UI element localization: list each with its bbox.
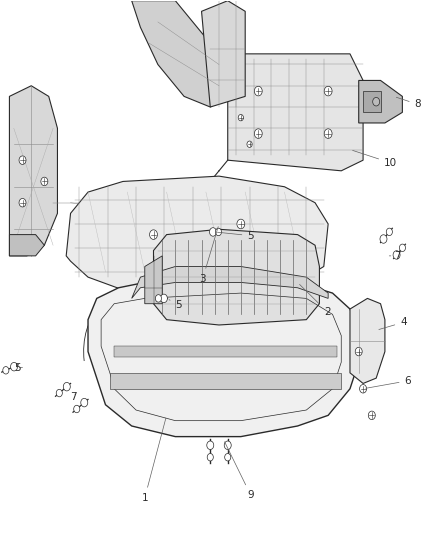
Circle shape [393, 251, 400, 259]
Circle shape [207, 441, 214, 449]
Circle shape [224, 441, 231, 449]
Polygon shape [88, 277, 359, 437]
Text: 10: 10 [353, 150, 397, 168]
Text: 5: 5 [169, 300, 182, 310]
Circle shape [209, 228, 216, 236]
Text: 6: 6 [366, 376, 411, 388]
Polygon shape [153, 229, 319, 325]
Circle shape [56, 389, 62, 397]
Circle shape [373, 98, 380, 106]
Circle shape [74, 405, 80, 413]
Circle shape [11, 362, 18, 371]
Circle shape [225, 454, 231, 461]
Polygon shape [201, 1, 245, 107]
Polygon shape [66, 176, 328, 293]
Polygon shape [359, 80, 403, 123]
Text: 4: 4 [379, 317, 407, 329]
Polygon shape [110, 373, 341, 389]
Text: 8: 8 [396, 97, 421, 109]
Text: 1: 1 [141, 418, 166, 503]
Polygon shape [228, 54, 363, 171]
Circle shape [150, 230, 157, 239]
Circle shape [380, 235, 387, 243]
Polygon shape [363, 91, 381, 112]
Polygon shape [350, 298, 385, 383]
Circle shape [355, 348, 362, 356]
Text: 5: 5 [14, 362, 22, 373]
Polygon shape [145, 256, 162, 304]
Circle shape [324, 129, 332, 139]
Circle shape [3, 367, 9, 374]
Circle shape [81, 398, 88, 407]
Text: 9: 9 [225, 442, 254, 500]
Circle shape [360, 384, 367, 393]
Text: 3: 3 [199, 227, 218, 284]
Text: 2: 2 [300, 285, 330, 317]
Polygon shape [132, 266, 328, 298]
Polygon shape [114, 346, 337, 357]
Text: 5: 5 [217, 231, 254, 241]
Circle shape [64, 382, 70, 391]
Circle shape [215, 228, 222, 236]
Circle shape [254, 86, 262, 96]
Circle shape [160, 294, 167, 303]
Circle shape [19, 198, 26, 207]
Text: 7: 7 [71, 392, 77, 402]
Polygon shape [10, 235, 44, 256]
Circle shape [399, 244, 406, 252]
Circle shape [386, 228, 392, 236]
Circle shape [41, 177, 48, 185]
Circle shape [237, 219, 245, 229]
Polygon shape [10, 86, 57, 256]
Circle shape [238, 115, 244, 121]
Circle shape [254, 129, 262, 139]
Polygon shape [132, 1, 228, 107]
Circle shape [324, 86, 332, 96]
Circle shape [368, 411, 375, 419]
Circle shape [155, 295, 162, 302]
Text: 7: 7 [389, 251, 400, 261]
Circle shape [19, 156, 26, 165]
Circle shape [247, 141, 252, 148]
Circle shape [207, 454, 213, 461]
